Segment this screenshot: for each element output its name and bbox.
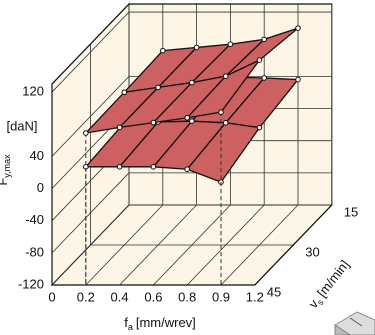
surface-point	[256, 57, 263, 63]
grid-line	[90, 44, 294, 246]
depth-axis-label: vs[m/min]	[306, 257, 354, 312]
x-tick-label: 0.8	[178, 289, 196, 304]
surface-point	[193, 44, 200, 51]
x-axis-label: fa [mm/wrev]	[124, 315, 196, 332]
surface-point	[160, 47, 166, 54]
surface-point	[150, 119, 157, 126]
z-tick-label: 40	[30, 148, 44, 163]
z-axis-unit: [daN]	[6, 118, 37, 133]
surface-point	[256, 124, 263, 131]
surface-point	[184, 166, 190, 173]
x-tick-label: 0.2	[77, 289, 95, 304]
x-tick-label: 0.4	[111, 289, 129, 304]
box-edge	[51, 3, 332, 85]
grid-line	[128, 4, 332, 206]
z-tick-label: 0	[37, 180, 44, 195]
surface-point	[189, 118, 195, 124]
box-edge	[51, 84, 333, 286]
surface-point	[295, 76, 301, 83]
surface-point	[150, 164, 157, 170]
x-tick-label: 1.2	[246, 289, 264, 304]
surface-point	[295, 25, 301, 31]
x-tick-label: 0.6	[144, 289, 162, 304]
surface-point	[261, 75, 268, 81]
surface-point	[83, 130, 89, 136]
z-tick-label: 120	[22, 83, 44, 98]
surface-point	[261, 36, 268, 43]
surface-point	[189, 79, 195, 86]
surface-point	[184, 114, 190, 121]
depth-tick-label: 45	[267, 284, 281, 299]
surface-point	[222, 119, 229, 126]
surface-point	[121, 89, 128, 96]
depth-tick-label: 30	[305, 244, 319, 259]
surface-point	[116, 164, 123, 170]
surface-point	[218, 109, 224, 115]
x-tick-label: 0.9	[212, 289, 230, 304]
depth-tick-label: 15	[344, 204, 358, 219]
z-tick-label: -40	[25, 212, 44, 227]
x-tick-label: 0	[48, 289, 55, 304]
surface-point	[222, 73, 229, 79]
orientation-icon	[334, 311, 375, 335]
surface-point	[227, 41, 234, 48]
surface-point	[155, 84, 161, 91]
z-tick-label: -80	[25, 244, 44, 259]
z-axis-symbol: Fy,max	[0, 154, 12, 186]
z-tick-label: -120	[18, 276, 44, 291]
surface-point	[116, 124, 123, 131]
